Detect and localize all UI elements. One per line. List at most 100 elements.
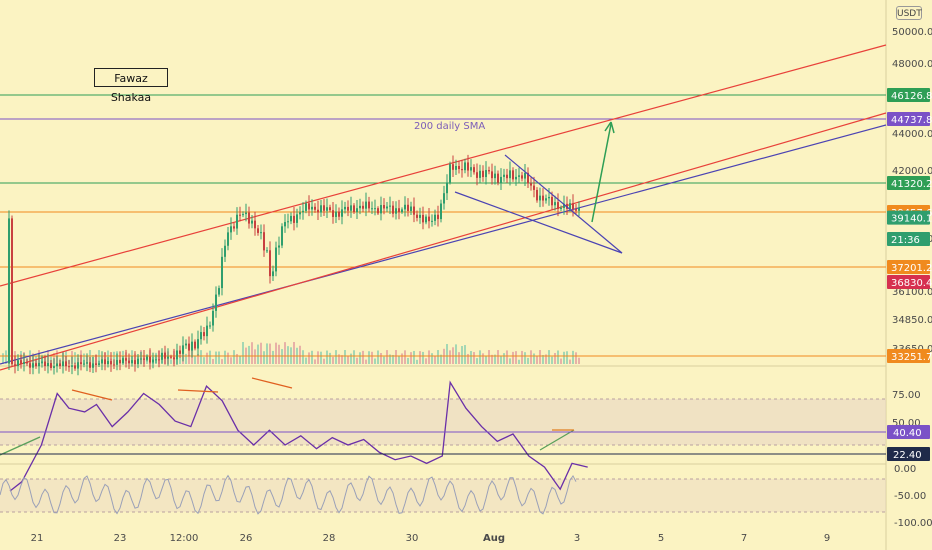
volume-bar xyxy=(284,342,286,364)
author-label: Fawaz Shakaa xyxy=(94,68,168,104)
candle-body xyxy=(368,201,370,209)
volume-bar xyxy=(275,342,277,364)
volume-bar xyxy=(434,356,436,364)
candle-body xyxy=(377,208,379,214)
volume-bar xyxy=(536,356,538,364)
volume-bar xyxy=(362,350,364,364)
volume-bar xyxy=(233,350,235,364)
candle-body xyxy=(476,172,478,178)
candle-body xyxy=(164,352,166,359)
candle-body xyxy=(149,356,151,363)
candle-body xyxy=(317,209,319,213)
volume-bar xyxy=(476,358,478,364)
volume-bar xyxy=(485,356,487,364)
candle-body xyxy=(506,174,508,179)
currency-button[interactable]: USDT xyxy=(896,6,922,20)
candle-body xyxy=(299,212,301,215)
candle-body xyxy=(497,173,499,183)
candle-body xyxy=(173,357,175,360)
channel-lower-red xyxy=(0,112,887,371)
candle-body xyxy=(431,220,433,222)
candle-body xyxy=(158,359,160,361)
volume-bar xyxy=(281,349,283,364)
volume-bar xyxy=(509,358,511,364)
candle-body xyxy=(311,206,313,210)
y-tick-label: 50000.00 xyxy=(892,27,932,38)
volume-bar xyxy=(242,342,244,364)
volume-bar xyxy=(575,352,577,364)
x-tick-label: 12:00 xyxy=(170,533,199,544)
candle-body xyxy=(143,358,145,360)
candle-body xyxy=(74,365,76,369)
candle-body xyxy=(233,226,235,229)
candle-body xyxy=(428,216,430,222)
price-tag xyxy=(887,260,930,274)
volume-bar xyxy=(569,359,571,364)
candle-body xyxy=(95,363,97,365)
candle-body xyxy=(404,204,406,210)
candle-body xyxy=(281,226,283,246)
divergence-line xyxy=(539,429,575,451)
volume-bar xyxy=(389,354,391,364)
candle-body xyxy=(194,341,196,349)
volume-bar xyxy=(491,354,493,364)
candle-body xyxy=(542,195,544,201)
volume-bar xyxy=(383,356,385,364)
channel-upper-red xyxy=(0,44,887,287)
volume-bar xyxy=(257,344,259,364)
price-tag xyxy=(887,210,930,225)
volume-bar xyxy=(254,349,256,364)
volume-bar xyxy=(563,351,565,364)
osc-band xyxy=(0,479,886,512)
candle-body xyxy=(302,210,304,213)
y-tick-label: 50.00 xyxy=(892,418,921,429)
candle-body xyxy=(62,361,64,367)
candle-body xyxy=(227,232,229,246)
candle-body xyxy=(554,202,556,206)
volume-bar xyxy=(440,354,442,364)
volume-bar xyxy=(305,357,307,364)
volume-bar xyxy=(521,350,523,364)
candle-body xyxy=(320,205,322,213)
candle-body xyxy=(374,208,376,210)
candle-body xyxy=(443,193,445,204)
candle-body xyxy=(446,182,448,194)
candle-body xyxy=(326,207,328,211)
value-tag-label: 22.40 xyxy=(893,450,922,461)
volume-bar xyxy=(308,352,310,364)
candle-body xyxy=(410,206,412,211)
volume-bar xyxy=(530,350,532,364)
candle-body xyxy=(470,167,472,171)
price-tag xyxy=(887,112,930,126)
candle-body xyxy=(65,361,67,367)
x-tick-label: 28 xyxy=(323,533,336,544)
candle-body xyxy=(131,360,133,364)
volume-bar xyxy=(218,351,220,364)
volume-bar xyxy=(185,353,187,364)
volume-bar xyxy=(419,351,421,364)
candle-body xyxy=(50,363,52,368)
volume-bar xyxy=(461,346,463,364)
x-tick-label: 23 xyxy=(114,533,127,544)
candle-body xyxy=(215,294,217,311)
volume-bar xyxy=(554,352,556,364)
value-tag xyxy=(887,447,930,461)
candle-body xyxy=(20,360,22,364)
candle-body xyxy=(176,350,178,360)
volume-bar xyxy=(188,355,190,364)
candle-body xyxy=(218,288,220,295)
candle-body xyxy=(485,170,487,178)
candle-body xyxy=(341,209,343,217)
candle-body xyxy=(383,205,385,209)
candle-body xyxy=(23,362,25,364)
wedge-lower xyxy=(454,191,623,254)
candle-body xyxy=(290,215,292,222)
candle-body xyxy=(179,350,181,354)
candle-body xyxy=(71,365,73,367)
candle-body xyxy=(134,360,136,365)
volume-bar xyxy=(494,354,496,364)
candle-body xyxy=(257,228,259,233)
candle-body xyxy=(323,205,325,211)
volume-bar xyxy=(542,355,544,364)
rsi-band xyxy=(0,399,886,445)
